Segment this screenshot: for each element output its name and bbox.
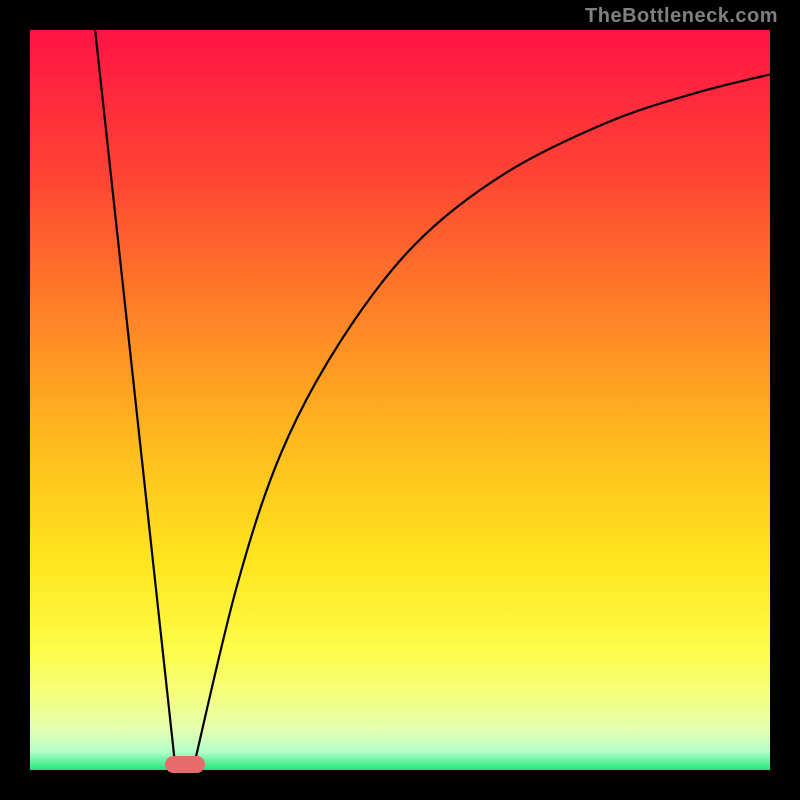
watermark-text: TheBottleneck.com [585, 5, 778, 28]
chart-root: TheBottleneck.com [0, 0, 800, 800]
right-curve [194, 74, 770, 764]
plot-area [30, 30, 770, 770]
bottleneck-marker [165, 756, 205, 773]
left-line [95, 30, 175, 764]
curves-layer [30, 30, 770, 770]
